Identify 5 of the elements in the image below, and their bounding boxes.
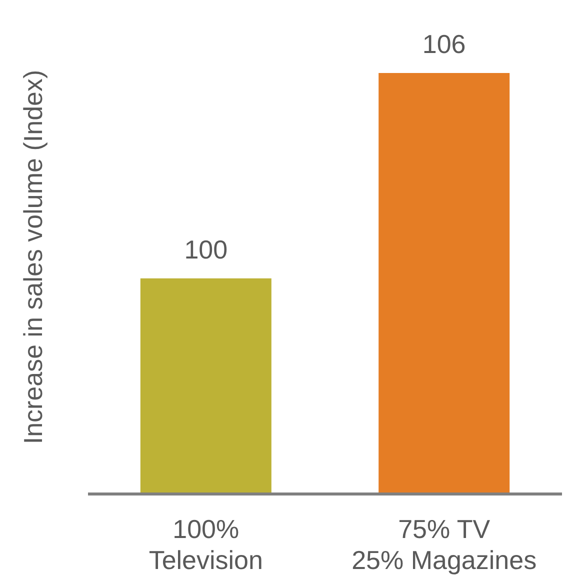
x-tick-label: 75% TV 25% Magazines [352,514,537,575]
data-label: 100 [184,234,228,264]
x-tick-label: 100% Television [148,514,263,575]
data-label: 106 [422,29,466,59]
y-axis-title: Increase in sales volume (Index) [18,70,48,444]
